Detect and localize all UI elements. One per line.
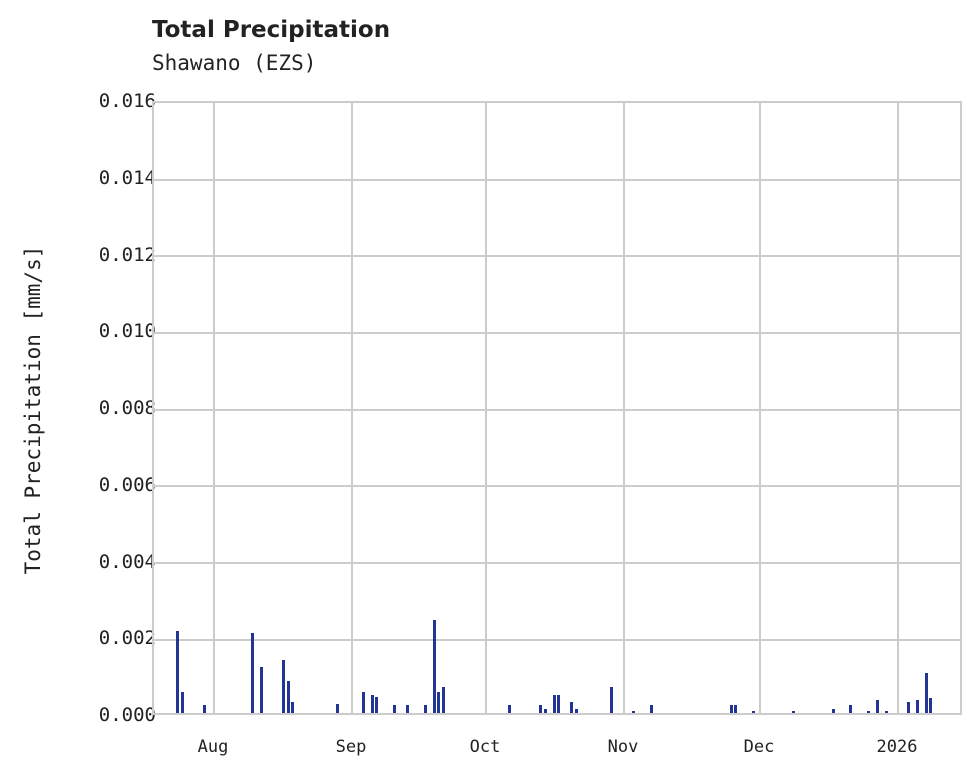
y-tick: 0.016 (98, 90, 156, 112)
gridline-v (623, 103, 625, 713)
y-tick: 0.010 (98, 320, 156, 342)
x-tick: Sep (335, 737, 367, 757)
precip-bar (924, 673, 928, 713)
precip-bar (539, 705, 543, 713)
y-axis-label: Total Precipitation [mm/s] (21, 245, 45, 575)
precip-bar (335, 703, 339, 713)
gridline-h (154, 639, 960, 641)
gridline-h (154, 255, 960, 257)
y-tick: 0.006 (98, 474, 156, 496)
precip-bar (915, 699, 919, 713)
precip-bar (849, 705, 853, 713)
precip-bar (393, 705, 397, 713)
precip-bar (180, 692, 184, 713)
gridline-v (213, 103, 215, 713)
gridline-h (154, 179, 960, 181)
precip-bar (437, 692, 441, 713)
precip-bar (433, 619, 436, 713)
chart-title: Total Precipitation (152, 17, 391, 43)
x-tick: 2026 (876, 737, 918, 757)
precip-bar (291, 701, 295, 713)
precip-bar (557, 694, 560, 713)
precip-bar (570, 702, 574, 713)
precip-bar (650, 705, 653, 713)
precip-bar (362, 692, 366, 713)
precip-bar (406, 705, 410, 713)
x-tick: Dec (743, 737, 775, 757)
precip-bar (751, 711, 755, 713)
y-tick: 0.014 (98, 167, 156, 189)
precip-bar (441, 687, 445, 713)
precip-bar (729, 705, 733, 713)
precip-bar (424, 705, 428, 713)
precip-bar (791, 711, 795, 713)
gridline-v (351, 103, 353, 713)
gridline-h (154, 332, 960, 334)
y-tick: 0.000 (98, 704, 156, 726)
x-tick: Oct (469, 737, 501, 757)
y-tick: 0.008 (98, 397, 156, 419)
precip-bar (543, 709, 547, 713)
y-tick: 0.002 (98, 627, 156, 649)
precip-bar (906, 702, 910, 713)
gridline-v (897, 103, 899, 713)
gridline-v (485, 103, 487, 713)
precip-bar (176, 631, 180, 713)
y-tick: 0.012 (98, 244, 156, 266)
precip-bar (286, 680, 290, 713)
precip-bar (610, 687, 614, 713)
gridline-h (154, 562, 960, 564)
precip-bar (875, 699, 879, 713)
chart-subtitle: Shawano (EZS) (152, 51, 317, 75)
precip-bar (552, 694, 556, 713)
precip-bar (867, 711, 870, 713)
precip-bar (508, 705, 512, 713)
gridline-h (154, 485, 960, 487)
precip-bar (260, 667, 264, 713)
y-tick: 0.004 (98, 551, 156, 573)
precip-bar (831, 709, 835, 713)
gridline-v (759, 103, 761, 713)
gridline-h (154, 409, 960, 411)
precip-bar (929, 697, 932, 713)
precip-bar (371, 694, 374, 713)
precip-bar (282, 659, 286, 713)
precip-bar (375, 697, 379, 713)
precip-bar (632, 711, 636, 713)
x-tick: Aug (197, 737, 229, 757)
precip-bar (574, 709, 578, 713)
precip-bar (884, 711, 888, 713)
precip-bar (251, 632, 255, 713)
precip-bar (734, 705, 738, 713)
x-tick: Nov (607, 737, 639, 757)
plot-area (152, 101, 962, 715)
precip-bar (202, 705, 206, 713)
